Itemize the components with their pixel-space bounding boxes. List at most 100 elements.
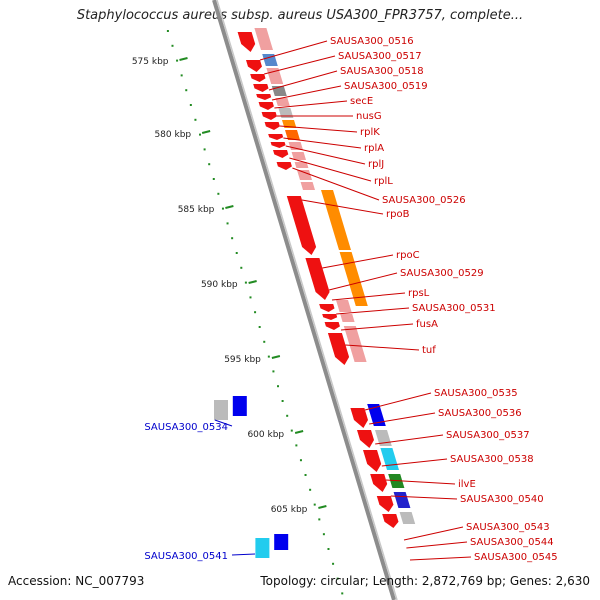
ruler-dot [332,562,335,565]
forward-cds-arrow-shape [363,450,382,472]
forward-cds-arrow-shape [322,314,338,320]
accession-text: Accession: NC_007793 [8,574,145,588]
forward-cds-arrow [286,196,317,255]
label-leader-lines [214,40,472,561]
forward-cds-arrow [246,60,262,72]
track3-feature [339,252,368,306]
leader-line [403,526,464,541]
leader-line [340,323,414,331]
track2-feature-shape [266,68,284,84]
gene-label-right: SAUSA300_0517 [338,51,422,62]
backbone-line [212,0,396,600]
leader-line [390,495,458,500]
track2-feature-shape [300,182,316,190]
gene-label-right: SAUSA300_0529 [400,268,484,279]
ruler-dot [235,252,238,254]
track2-feature-shape [367,404,386,426]
forward-cds-arrow [268,134,284,140]
forward-cds-arrow-shape [357,430,374,448]
track2-feature-shape [393,492,411,508]
leader-line [322,254,394,269]
gene-label-right: tuf [422,345,436,356]
track2-feature-shape [291,152,307,160]
track2-feature [262,54,278,66]
leader-line [279,125,358,133]
gene-label-right: SAUSA300_0516 [330,36,414,47]
forward-cds-arrow-shape [261,112,277,120]
track3-feature-shape [321,190,351,250]
track2-feature-shape [254,28,273,50]
track2-feature-shape [380,448,399,470]
gene-label-right: SAUSA300_0518 [340,66,424,77]
forward-cds-arrow [319,304,335,312]
forward-cds-arrow-shape [276,162,292,170]
forward-cds-arrow-shape [246,60,262,72]
ruler-dot [254,311,257,314]
leader-line [264,55,336,75]
forward-cds-arrow [273,150,289,158]
track2-feature-shape [343,326,367,362]
forward-cds-arrow-shape [237,32,256,52]
leader-line [364,392,432,411]
forward-cds-arrow-shape [256,94,272,100]
leader-line [381,458,448,467]
leader-line [328,272,398,291]
ruler-dot [277,385,280,388]
track2-feature [254,28,273,50]
ruler-dot [272,370,275,373]
track3-feature [321,190,351,250]
ruler-dot [318,518,321,521]
forward-cds-arrow-shape [273,150,289,158]
ruler-dot [267,355,270,358]
forward-cds-arrow-shape [258,102,274,110]
leader-line [375,434,444,445]
forward-cds-arrow [322,314,338,320]
gene-label-right: rplL [374,176,393,187]
forward-cds-arrow [376,496,394,512]
leader-line [331,292,406,301]
forward-cds-arrow-shape [324,322,340,330]
leader-line [336,307,410,315]
ruler-dot [203,148,206,151]
leader-line [259,40,328,61]
ruler-dot [194,118,197,121]
forward-cds-arrow [350,408,368,428]
forward-cds-arrow [324,322,340,330]
forward-cds-arrow [270,142,286,148]
track2-feature [380,448,399,470]
forward-cds-arrow-shape [268,134,284,140]
ruler-dot [281,400,284,402]
track2-feature-shape [297,170,312,180]
track2-feature-shape [336,300,352,312]
ruler-dot [309,488,312,491]
ruler-dot [212,178,215,180]
genome-backbone [212,0,398,600]
leader-line [345,344,420,351]
ruler-dot [304,474,307,476]
forward-cds-arrow-shape [250,74,266,82]
gene-label-right: secE [350,96,373,107]
forward-cds-arrow [256,94,272,100]
reverse-cds-feature [255,538,270,558]
track2-feature [367,404,386,426]
gene-label-right: rplK [360,127,380,138]
gene-label-right: ilvE [458,479,476,490]
track2-feature [266,68,284,84]
gene-label-right: SAUSA300_0519 [344,81,428,92]
track2-feature-shape [340,314,355,322]
track2-feature [393,492,411,508]
ruler-dot [185,89,188,92]
map-title: Staphylococcus aureus subsp. aureus USA3… [76,8,524,23]
forward-cds-arrow [261,112,277,120]
ruler-major-tick [294,430,304,434]
forward-cds-arrow [258,102,274,110]
forward-cds-arrow-shape [270,142,286,148]
ruler-label: 600 kbp [247,430,284,440]
ruler-dot [208,163,211,166]
gene-label-right: SAUSA300_0538 [450,454,534,465]
gene-label-right: SAUSA300_0536 [438,408,522,419]
ruler-dot [221,207,224,210]
track2-feature-shape [262,54,278,66]
forward-cds-arrow [382,514,399,528]
